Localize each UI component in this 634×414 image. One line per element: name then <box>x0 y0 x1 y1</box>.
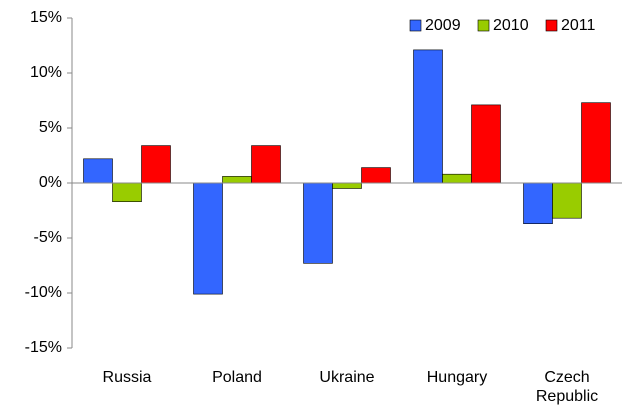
bar <box>141 145 171 184</box>
y-tick-label: 0% <box>39 174 62 191</box>
legend-swatch <box>545 19 558 32</box>
bar <box>552 182 582 219</box>
x-tick-label: Poland <box>212 369 262 386</box>
y-tick-label: 15% <box>30 9 62 26</box>
y-tick-label: -5% <box>34 229 62 246</box>
y-tick-label: -15% <box>25 339 62 356</box>
y-tick-label: 5% <box>39 119 62 136</box>
bar <box>112 182 142 203</box>
legend-label: 2011 <box>561 17 596 34</box>
legend-swatch <box>477 19 490 32</box>
bar <box>303 182 333 264</box>
bar <box>251 145 281 184</box>
y-tick-label: 10% <box>30 64 62 81</box>
x-tick-label: Ukraine <box>319 369 375 386</box>
x-tick-label: Hungary <box>426 369 488 386</box>
bar <box>83 158 113 184</box>
x-tick-label: Czech Republic <box>535 369 599 405</box>
y-tick-label: -10% <box>25 284 62 301</box>
bar <box>413 49 443 184</box>
legend-label: 2010 <box>493 17 529 34</box>
legend-swatch <box>409 19 422 32</box>
bar <box>442 173 472 184</box>
bar <box>523 182 553 225</box>
bar <box>222 176 252 184</box>
legend-label: 2009 <box>425 17 461 34</box>
bar <box>193 182 223 295</box>
bar <box>581 102 611 184</box>
bar <box>471 104 501 184</box>
x-tick-label: Russia <box>102 369 152 386</box>
bar <box>361 167 391 184</box>
bar <box>332 182 362 189</box>
